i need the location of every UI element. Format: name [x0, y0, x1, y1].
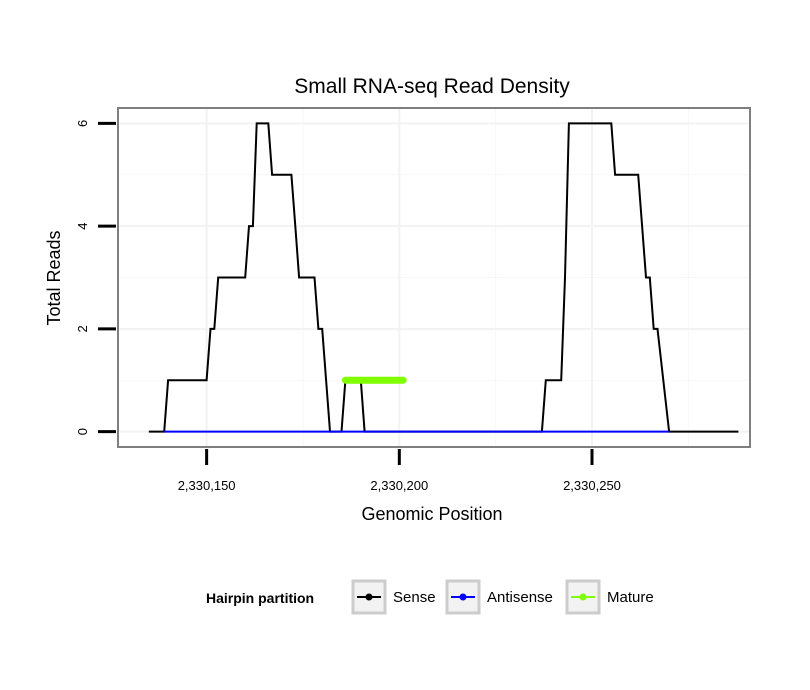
series-layer: [148, 122, 739, 433]
y-tick-label: 2: [75, 325, 90, 332]
legend-label: Antisense: [487, 589, 553, 606]
y-tick-label: 0: [75, 428, 90, 435]
chart-title: Small RNA-seq Read Density: [294, 75, 570, 98]
x-axis: 2,330,150 2,330,200 2,330,250: [178, 449, 621, 493]
y-tick-label: 4: [75, 223, 90, 230]
legend-label: Mature: [607, 589, 654, 606]
y-tick-label: 6: [75, 120, 90, 127]
legend-key-point: [365, 593, 373, 601]
legend-key-point: [459, 593, 467, 601]
y-axis-title: Total Reads: [44, 230, 64, 325]
x-tick-label: 2,330,250: [563, 478, 621, 493]
legend-item-mature: Mature: [565, 579, 654, 615]
x-axis-title: Genomic Position: [361, 504, 502, 524]
legend: Hairpin partition Sense Antisense Mature: [206, 579, 654, 615]
x-tick-label: 2,330,200: [370, 478, 428, 493]
legend-key-point: [579, 593, 587, 601]
legend-item-antisense: Antisense: [445, 579, 553, 615]
legend-title: Hairpin partition: [206, 590, 314, 606]
legend-label: Sense: [393, 589, 436, 606]
legend-item-sense: Sense: [351, 579, 436, 615]
x-tick-label: 2,330,150: [178, 478, 236, 493]
y-axis: 0 2 4 6: [75, 120, 116, 435]
plot-border: [117, 107, 751, 448]
